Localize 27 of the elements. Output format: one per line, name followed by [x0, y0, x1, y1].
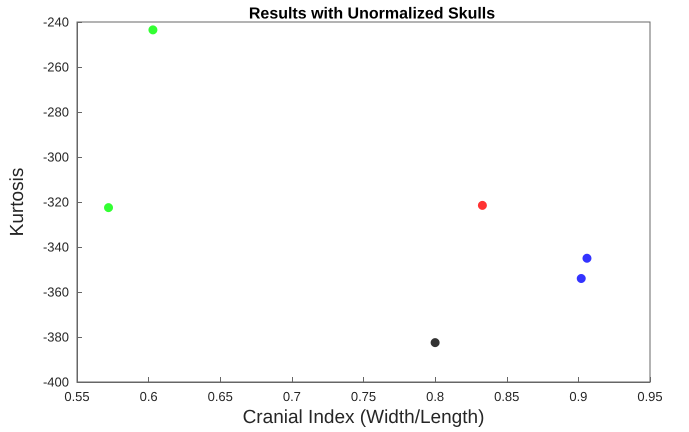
y-tick-label: -280	[42, 104, 69, 120]
point	[582, 254, 592, 263]
x-tick-label: 0.95	[637, 389, 663, 404]
y-tick-label: -340	[42, 240, 69, 254]
x-tick-label: 0.7	[282, 389, 301, 404]
y-tick-label: -380	[42, 330, 69, 344]
x-axis-title: Cranial Index (Width/Length)	[242, 407, 484, 428]
point	[148, 25, 158, 34]
point	[104, 203, 114, 212]
x-tick-label: 0.9	[569, 389, 588, 404]
y-tick-label: -240	[42, 14, 69, 30]
y-tick-label: -320	[42, 194, 69, 210]
y-tick-label: -360	[42, 284, 69, 300]
chart-title: Results with Unormalized Skulls	[248, 6, 496, 22]
point	[576, 274, 586, 283]
y-tick-label: -400	[42, 374, 69, 390]
point	[478, 200, 487, 210]
x-tick-label: 0.85	[494, 389, 520, 404]
x-tick-label: 0.75	[350, 389, 376, 404]
point	[430, 338, 440, 348]
x-tick-label: 0.8	[426, 389, 444, 404]
y-tick-label: -300	[42, 150, 69, 164]
x-tick-label: 0.55	[64, 389, 90, 404]
y-tick-label: -260	[42, 60, 69, 74]
y-axis-title: Kurtosis	[7, 168, 28, 236]
x-tick-label: 0.6	[140, 389, 158, 404]
x-tick-label: 0.65	[208, 389, 233, 404]
